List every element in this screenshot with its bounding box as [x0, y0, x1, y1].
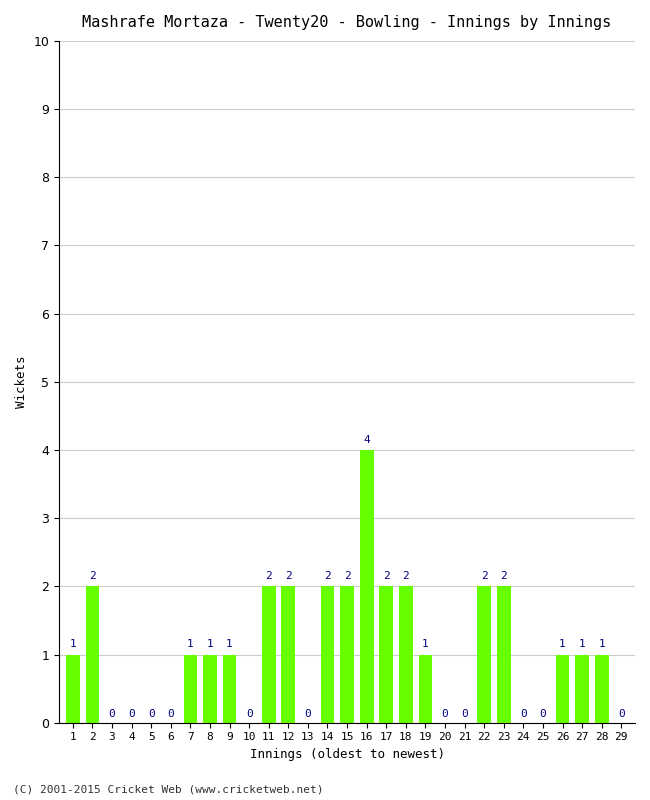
Text: 2: 2 — [89, 571, 96, 581]
Text: 2: 2 — [383, 571, 389, 581]
Text: 1: 1 — [559, 639, 566, 649]
Bar — [340, 586, 354, 722]
Text: 1: 1 — [187, 639, 194, 649]
Bar — [575, 654, 589, 722]
Text: 0: 0 — [109, 710, 116, 719]
Bar — [380, 586, 393, 722]
Text: 2: 2 — [402, 571, 410, 581]
Bar — [86, 586, 99, 722]
Bar — [183, 654, 197, 722]
Text: 0: 0 — [520, 710, 526, 719]
Bar — [556, 654, 569, 722]
Bar — [477, 586, 491, 722]
Text: 1: 1 — [422, 639, 429, 649]
Text: 0: 0 — [441, 710, 448, 719]
Text: 2: 2 — [481, 571, 488, 581]
Text: 0: 0 — [128, 710, 135, 719]
Title: Mashrafe Mortaza - Twenty20 - Bowling - Innings by Innings: Mashrafe Mortaza - Twenty20 - Bowling - … — [83, 15, 612, 30]
Text: 0: 0 — [462, 710, 468, 719]
Text: 1: 1 — [599, 639, 605, 649]
Text: 0: 0 — [148, 710, 155, 719]
Bar — [223, 654, 237, 722]
Text: 0: 0 — [168, 710, 174, 719]
X-axis label: Innings (oldest to newest): Innings (oldest to newest) — [250, 748, 445, 761]
Bar — [262, 586, 276, 722]
Text: 0: 0 — [618, 710, 625, 719]
Bar — [360, 450, 374, 722]
Bar — [419, 654, 432, 722]
Y-axis label: Wickets: Wickets — [15, 355, 28, 408]
Text: 2: 2 — [344, 571, 350, 581]
Text: 0: 0 — [246, 710, 252, 719]
Text: 1: 1 — [70, 639, 76, 649]
Bar — [281, 586, 295, 722]
Bar — [399, 586, 413, 722]
Bar — [203, 654, 217, 722]
Bar — [497, 586, 511, 722]
Bar — [320, 586, 334, 722]
Text: 2: 2 — [265, 571, 272, 581]
Text: (C) 2001-2015 Cricket Web (www.cricketweb.net): (C) 2001-2015 Cricket Web (www.cricketwe… — [13, 784, 324, 794]
Text: 2: 2 — [500, 571, 507, 581]
Text: 1: 1 — [207, 639, 213, 649]
Text: 2: 2 — [285, 571, 292, 581]
Text: 4: 4 — [363, 434, 370, 445]
Bar — [595, 654, 608, 722]
Text: 2: 2 — [324, 571, 331, 581]
Text: 1: 1 — [578, 639, 586, 649]
Bar — [66, 654, 80, 722]
Text: 0: 0 — [305, 710, 311, 719]
Text: 1: 1 — [226, 639, 233, 649]
Text: 0: 0 — [540, 710, 546, 719]
